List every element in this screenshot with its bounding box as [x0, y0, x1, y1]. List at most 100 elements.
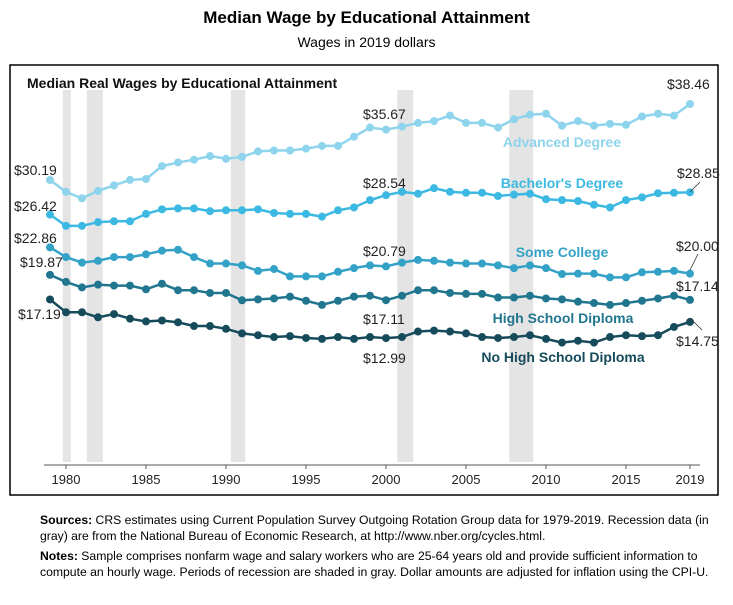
data-point	[526, 110, 534, 119]
data-point	[334, 206, 342, 215]
data-point	[382, 262, 390, 271]
value-label: $17.19	[18, 306, 61, 322]
data-point	[94, 186, 102, 195]
data-point	[574, 336, 582, 345]
data-point	[510, 264, 518, 273]
data-point	[590, 200, 598, 209]
line-chart: Median Real Wages by Educational Attainm…	[9, 64, 720, 496]
data-point	[78, 308, 86, 317]
data-point	[606, 119, 614, 128]
value-label: $20.79	[363, 243, 406, 259]
data-point	[462, 259, 470, 268]
data-point	[462, 188, 470, 197]
data-point	[190, 204, 198, 213]
data-point	[638, 112, 646, 121]
data-point	[158, 162, 166, 171]
data-point	[622, 120, 630, 129]
data-point	[414, 118, 422, 127]
data-point	[366, 261, 374, 270]
data-point	[414, 189, 422, 198]
data-point	[270, 265, 278, 274]
data-point	[526, 189, 534, 198]
x-tick-label: 2000	[372, 472, 401, 487]
data-point	[318, 141, 326, 150]
data-point	[222, 154, 230, 163]
data-point	[542, 109, 550, 118]
data-point	[126, 253, 134, 262]
data-point	[286, 209, 294, 218]
data-point	[510, 190, 518, 199]
data-point	[446, 258, 454, 267]
data-point	[478, 259, 486, 268]
data-point	[478, 188, 486, 197]
data-point	[430, 326, 438, 335]
value-label: $12.99	[363, 350, 406, 366]
data-point	[254, 295, 262, 304]
data-point	[462, 329, 470, 338]
data-point	[574, 117, 582, 126]
data-point	[574, 297, 582, 306]
data-point	[350, 264, 358, 273]
data-point	[190, 286, 198, 295]
data-point	[206, 259, 214, 268]
data-point	[286, 146, 294, 155]
data-point	[174, 286, 182, 295]
data-point	[526, 331, 534, 340]
data-point	[174, 245, 182, 254]
data-point	[670, 188, 678, 197]
value-label: $28.85	[677, 165, 720, 181]
leader-line	[689, 317, 703, 331]
data-point	[398, 333, 406, 342]
data-point	[398, 122, 406, 131]
chart-title: Median Real Wages by Educational Attainm…	[27, 75, 337, 91]
x-tick-label: 1980	[52, 472, 81, 487]
data-point	[142, 250, 150, 259]
data-point	[158, 205, 166, 214]
data-point	[606, 203, 614, 212]
footer-notes: Sources: CRS estimates using Current Pop…	[40, 512, 730, 584]
sources-text: CRS estimates using Current Population S…	[40, 513, 709, 543]
data-point	[382, 125, 390, 134]
notes-text: Sample comprises nonfarm wage and salary…	[40, 549, 709, 579]
data-point	[366, 123, 374, 132]
data-point	[654, 331, 662, 340]
data-point	[286, 272, 294, 281]
data-point	[78, 258, 86, 267]
data-point	[366, 333, 374, 342]
data-point	[238, 206, 246, 215]
data-point	[206, 152, 214, 161]
data-point	[494, 261, 502, 270]
data-point	[414, 286, 422, 295]
figure-title: Median Wage by Educational Attainment	[203, 8, 530, 27]
data-point	[190, 322, 198, 331]
data-point	[686, 295, 694, 304]
data-point	[414, 255, 422, 264]
recession-band	[62, 90, 71, 462]
data-point	[110, 217, 118, 226]
data-point	[62, 308, 70, 317]
data-point	[270, 294, 278, 303]
data-point	[622, 196, 630, 205]
data-point	[350, 334, 358, 343]
data-point	[446, 187, 454, 196]
data-point	[174, 318, 182, 327]
data-point	[62, 187, 70, 196]
data-point	[382, 334, 390, 343]
data-point	[94, 280, 102, 289]
value-label: $35.67	[363, 106, 406, 122]
data-point	[222, 206, 230, 215]
value-label: $19.87	[20, 254, 63, 270]
data-point	[222, 259, 230, 268]
recession-band	[230, 90, 246, 462]
data-point	[526, 291, 534, 300]
data-point	[542, 334, 550, 343]
series-label: Some College	[516, 244, 609, 260]
data-point	[334, 267, 342, 276]
data-point	[78, 194, 86, 203]
data-point	[270, 146, 278, 155]
value-label: $14.75	[676, 333, 719, 349]
data-point	[638, 296, 646, 305]
data-point	[46, 243, 54, 252]
data-point	[590, 269, 598, 278]
data-point	[334, 333, 342, 342]
